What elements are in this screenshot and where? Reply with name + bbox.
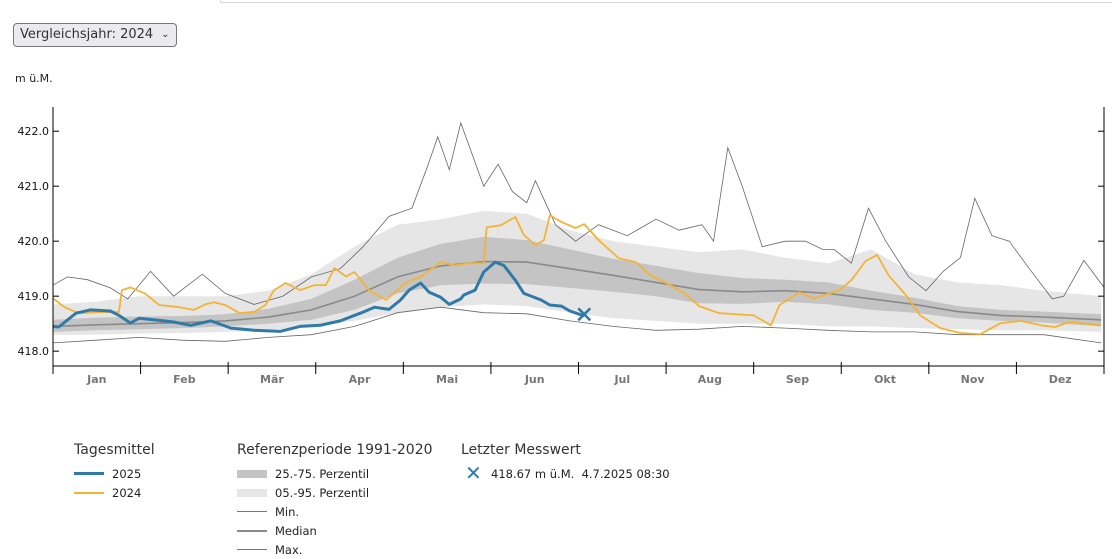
legend-label: 05.-95. Perzentil	[275, 485, 370, 500]
last-value-marker	[577, 307, 592, 322]
legend-item-2025: 2025	[74, 464, 155, 483]
chevron-down-icon: ⌄	[161, 29, 170, 40]
x-tick-label-Jul: Jul	[613, 373, 630, 386]
legend-label: 2024	[112, 485, 142, 500]
legend-item-last-value: ✕ 418.67 m ü.M. 4.7.2025 08:30	[461, 461, 670, 485]
x-mark-icon: ✕	[465, 461, 482, 485]
legend-item-max: Max.	[237, 540, 433, 559]
x-tick-label-Sep: Sep	[786, 373, 809, 386]
legend-title: Letzter Messwert	[461, 442, 581, 458]
x-tick-label-Dez: Dez	[1049, 373, 1072, 386]
legend-daily: Tagesmittel 2025 2024	[74, 442, 155, 502]
x-tick-label-Mär: Mär	[260, 373, 284, 386]
y-tick-label: 418.0	[18, 345, 50, 358]
legend-label: 25.-75. Perzentil	[275, 466, 370, 481]
x-tick-label-Apr: Apr	[349, 373, 371, 386]
x-tick-label-Jan: Jan	[86, 373, 106, 386]
legend-label: 2025	[112, 466, 142, 481]
min-line	[52, 306, 1102, 344]
y-tick-label: 421.0	[18, 180, 50, 193]
y-tick-label: 422.0	[18, 125, 50, 138]
legend-title: Tagesmittel	[74, 442, 155, 458]
last-value-text: 418.67 m ü.M. 4.7.2025 08:30	[491, 466, 670, 481]
legend-item-min: Min.	[237, 502, 433, 521]
x-tick-label-Aug: Aug	[698, 373, 722, 386]
y-tick-label: 419.0	[18, 290, 50, 303]
legend-last-value: Letzter Messwert ✕ 418.67 m ü.M. 4.7.202…	[461, 442, 670, 483]
median-line	[52, 260, 1102, 328]
x-tick-label-Nov: Nov	[961, 373, 986, 386]
legend-label: Max.	[275, 542, 303, 557]
legend-reference: Referenzperiode 1991-2020 25.-75. Perzen…	[237, 442, 433, 559]
legend-item-2024: 2024	[74, 483, 155, 502]
legend-item-median: Median	[237, 521, 433, 540]
water-level-chart: 418.0 419.0 420.0 421.0 422.0 Jan Feb Mär Apr Mai…	[18, 107, 1105, 386]
legend-label: Median	[275, 523, 317, 538]
legend-label: Min.	[275, 504, 300, 519]
legend-item-p25-75: 25.-75. Perzentil	[237, 464, 433, 483]
x-tick-label-Feb: Feb	[173, 373, 196, 386]
x-tick-label-Okt: Okt	[874, 373, 896, 386]
x-tick-label-Mai: Mai	[436, 373, 458, 386]
legend-title: Referenzperiode 1991-2020	[237, 442, 433, 458]
legend-item-p05-95: 05.-95. Perzentil	[237, 483, 433, 502]
max-line	[52, 121, 1105, 305]
top-panel-border	[220, 0, 1112, 3]
x-tick-label-Jun: Jun	[524, 373, 545, 386]
comparison-year-label: Vergleichsjahr: 2024	[20, 27, 154, 42]
y-tick-label: 420.0	[18, 235, 50, 248]
y-axis-unit: m ü.M.	[15, 72, 53, 85]
series-2024-line	[52, 214, 1102, 336]
series-2025-line	[52, 260, 585, 333]
comparison-year-select[interactable]: Vergleichsjahr: 2024 ⌄	[13, 23, 177, 47]
